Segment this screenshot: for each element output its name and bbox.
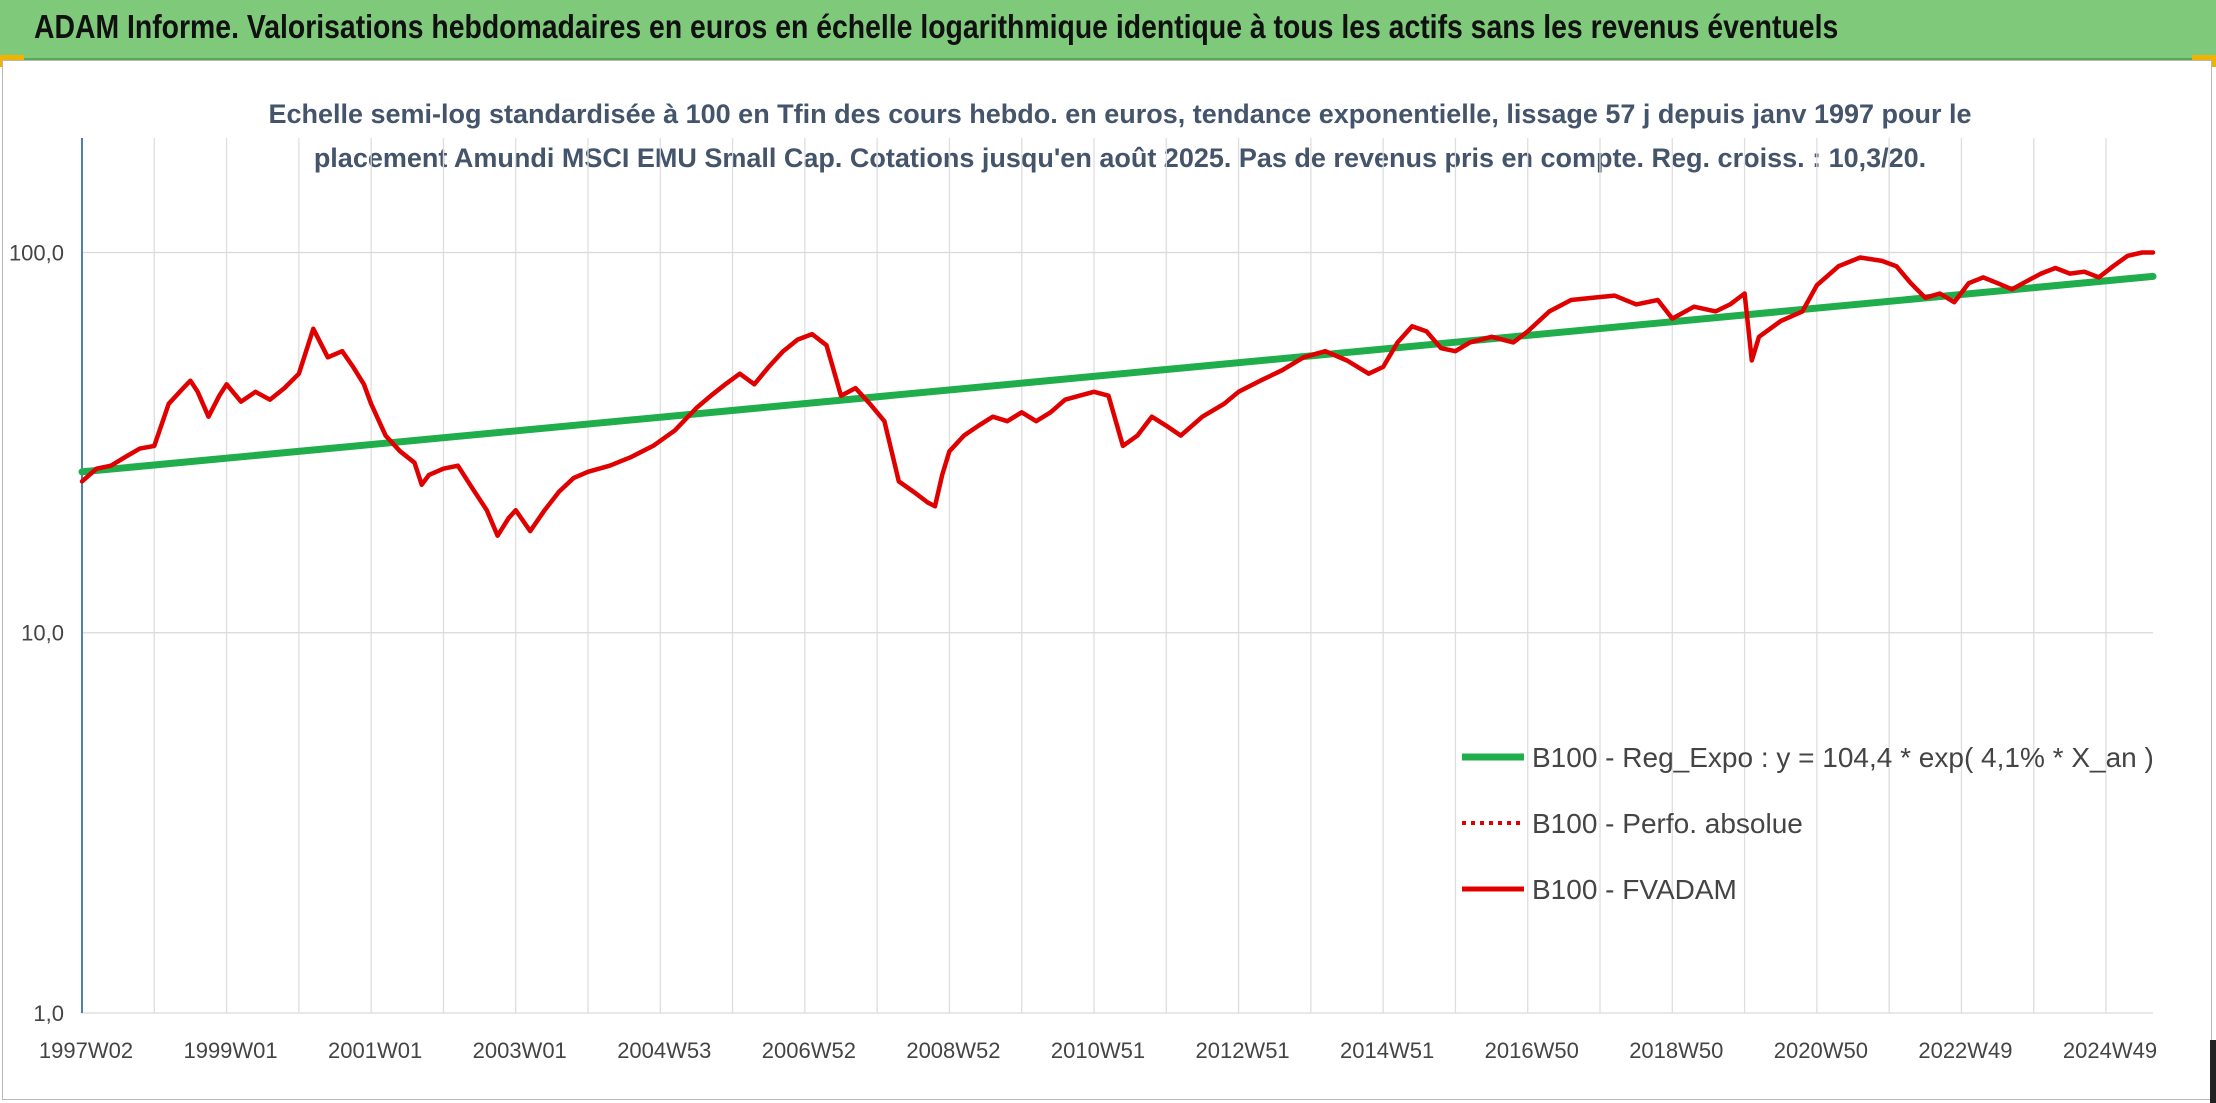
legend-label: B100 - FVADAM <box>1532 874 1737 905</box>
chart-grid <box>81 138 2153 1014</box>
x-tick-label: 2006W52 <box>762 1038 856 1063</box>
chart-series <box>78 250 2157 538</box>
x-tick-label: 1997W02 <box>39 1038 133 1063</box>
legend-label: B100 - Reg_Expo : y = 104,4 * exp( 4,1% … <box>1532 742 2154 773</box>
chart-subtitle: Echelle semi-log standardisée à 100 en T… <box>180 92 2060 180</box>
chart-axes: 1,0 10,0 100,0 1997W02 1999W01 2001W01 2003W01… <box>9 138 2157 1063</box>
x-tick-label: 2003W01 <box>473 1038 567 1063</box>
x-tick-label: 2012W51 <box>1195 1038 1289 1063</box>
x-tick-label: 2001W01 <box>328 1038 422 1063</box>
chart-subtitle-line-2: placement Amundi MSCI EMU Small Cap. Cot… <box>313 143 1927 173</box>
legend-label: B100 - Perfo. absolue <box>1532 808 1803 839</box>
x-tick-label: 2022W49 <box>1918 1038 2012 1063</box>
report-banner: ADAM Informe. Valorisations hebdomadaire… <box>0 0 2216 60</box>
y-tick-label: 1,0 <box>33 1001 64 1026</box>
x-tick-label: 2014W51 <box>1340 1038 1434 1063</box>
x-tick-label: 2016W50 <box>1485 1038 1579 1063</box>
chart-frame <box>2 60 2212 1100</box>
y-tick-label: 10,0 <box>21 621 64 646</box>
y-tick-label: 100,0 <box>9 240 64 265</box>
x-tick-label: 2018W50 <box>1629 1038 1723 1063</box>
x-tick-label: 2024W49 <box>2063 1038 2157 1063</box>
trend-line-reg-expo <box>78 272 2157 476</box>
window-edge <box>2210 1040 2216 1103</box>
x-tick-label: 2020W50 <box>1774 1038 1868 1063</box>
x-tick-label: 2008W52 <box>906 1038 1000 1063</box>
chart-subtitle-line-1: Echelle semi-log standardisée à 100 en T… <box>268 99 1972 129</box>
series-line-fvadam <box>79 250 2156 538</box>
x-tick-label: 2010W51 <box>1051 1038 1145 1063</box>
x-tick-label: 1999W01 <box>183 1038 277 1063</box>
x-tick-label: 2004W53 <box>617 1038 711 1063</box>
report-title: ADAM Informe. Valorisations hebdomadaire… <box>34 8 1839 45</box>
chart-legend: B100 - Reg_Expo : y = 104,4 * exp( 4,1% … <box>1462 742 2154 905</box>
